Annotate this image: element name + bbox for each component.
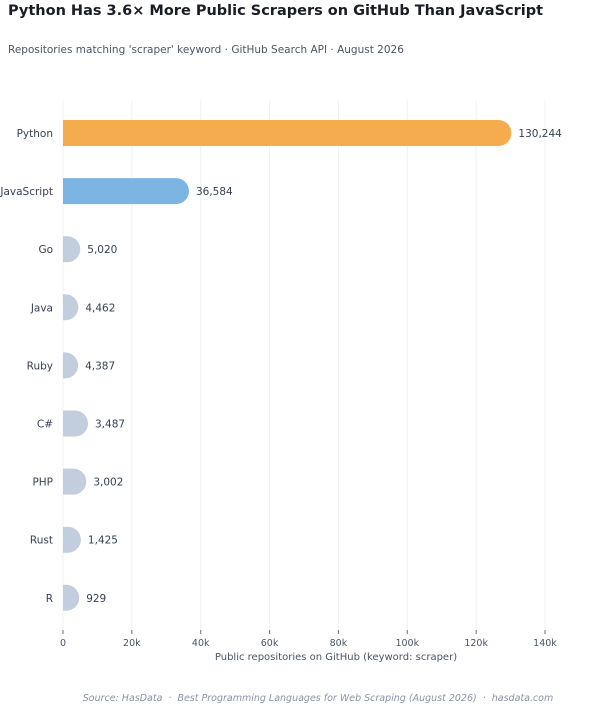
bar-javascript — [63, 178, 189, 205]
bar-r — [63, 584, 80, 611]
bar-c — [63, 410, 89, 437]
bar-ruby — [63, 352, 79, 379]
value-label: 4,387 — [85, 360, 115, 372]
value-label: 130,244 — [518, 128, 562, 140]
source-separator: · — [168, 693, 172, 704]
category-label: Rust — [30, 535, 53, 547]
category-label: JavaScript — [0, 186, 53, 198]
category-label: Python — [17, 128, 53, 140]
x-tick-label: 120k — [464, 638, 488, 649]
source-prefix: Source: HasData — [82, 693, 163, 704]
x-axis: 0 20k 40k 60k 80k 100k 120k 140k Public reposito… — [60, 630, 557, 663]
source-site: hasdata.com — [491, 693, 554, 704]
bar-chart: Python 130,244 JavaScript 36,584 Go 5,020 Java… — [0, 100, 562, 663]
bar-python — [63, 120, 512, 146]
x-tick-label: 0 — [60, 638, 66, 649]
bar-java — [63, 294, 79, 321]
bars — [63, 120, 512, 611]
bar-go — [63, 236, 81, 263]
value-label: 5,020 — [87, 244, 117, 256]
source-article: Best Programming Languages for Web Scrap… — [177, 693, 477, 704]
category-label: C# — [37, 419, 53, 431]
bar-php — [63, 468, 87, 495]
value-label: 1,425 — [88, 535, 118, 547]
value-label: 36,584 — [196, 186, 233, 198]
chart-title: Python Has 3.6× More Public Scrapers on … — [8, 3, 544, 19]
x-tick-label: 40k — [192, 638, 210, 649]
x-axis-title: Public repositories on GitHub (keyword: … — [215, 652, 457, 663]
bar-rust — [63, 526, 81, 553]
value-label: 929 — [86, 593, 106, 605]
source-separator: · — [482, 693, 486, 704]
value-label: 3,002 — [93, 477, 123, 489]
source-footnote: Source: HasData · Best Programming Languag… — [0, 693, 616, 704]
value-label: 3,487 — [95, 419, 125, 431]
x-tick-label: 100k — [395, 638, 419, 649]
x-tick-label: 80k — [330, 638, 348, 649]
category-label: R — [46, 593, 53, 605]
x-tick-label: 140k — [533, 638, 557, 649]
category-label: Go — [38, 244, 53, 256]
labels: Python 130,244 JavaScript 36,584 Go 5,020 Java… — [0, 128, 562, 605]
chart-subtitle: Repositories matching 'scraper' keyword … — [8, 44, 404, 56]
x-tick-label: 60k — [261, 638, 279, 649]
category-label: Ruby — [27, 360, 53, 372]
value-label: 4,462 — [85, 302, 115, 314]
x-tick-label: 20k — [123, 638, 141, 649]
category-label: Java — [30, 302, 53, 314]
category-label: PHP — [32, 477, 53, 489]
